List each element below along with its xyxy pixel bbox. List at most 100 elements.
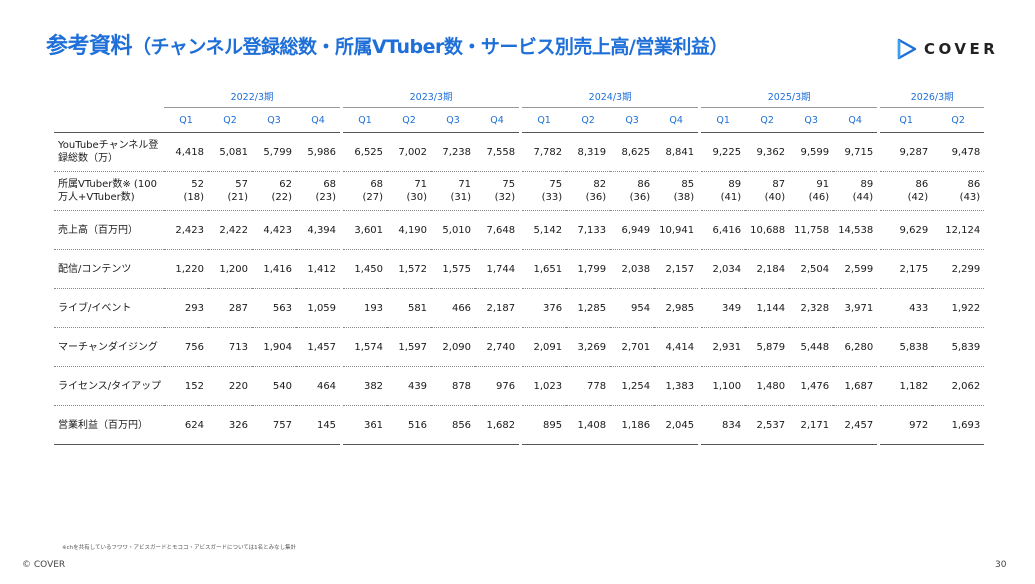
cell-value: 1,383 xyxy=(665,380,695,392)
period-header: 2024/3期 xyxy=(522,85,699,108)
cell-subvalue: (36) xyxy=(629,192,651,203)
row-label: YouTubeチャンネル登録総数（万） xyxy=(54,132,164,172)
table-row: ライセンス/タイアップ 152 220 540 464 382 439 878 976 1,023… xyxy=(54,366,985,406)
cell-value: 3,601 xyxy=(354,224,384,236)
cell-value: 85 xyxy=(681,179,695,190)
cell-value: 14,538 xyxy=(838,224,874,236)
cell-value: 1,457 xyxy=(307,341,337,353)
table-cell: 757 xyxy=(252,405,296,445)
row-label: 配信/コンテンツ xyxy=(54,249,164,289)
table-cell: 1,693 xyxy=(932,405,985,445)
cell-value: 1,799 xyxy=(577,263,607,275)
title-subtitle: （チャンネル登録総数・所属VTuber数・サービス別売上高/営業利益） xyxy=(132,36,728,58)
cell-value: 10,941 xyxy=(659,224,695,236)
cell-subvalue: (44) xyxy=(852,192,874,203)
cell-value: 581 xyxy=(407,302,428,314)
table-cell: 1,922 xyxy=(932,288,985,328)
table-cell: 6,416 xyxy=(701,210,746,250)
cell-value: 6,416 xyxy=(712,224,742,236)
table-cell: 834 xyxy=(701,405,746,445)
quarter-header: Q3 xyxy=(431,107,476,133)
cell-value: 2,328 xyxy=(800,302,830,314)
table-cell: 433 xyxy=(880,288,933,328)
table-cell: 1,682 xyxy=(475,405,520,445)
cell-value: 4,190 xyxy=(398,224,428,236)
table-cell: 85 (38) xyxy=(654,171,699,211)
table-cell: 3,269 xyxy=(566,327,611,367)
company-logo: COVER xyxy=(896,38,998,60)
cell-value: 12,124 xyxy=(945,224,981,236)
cell-value: 464 xyxy=(316,380,337,392)
cell-value: 2,062 xyxy=(951,380,981,392)
table-cell: 2,299 xyxy=(932,249,985,289)
table-cell: 349 xyxy=(701,288,746,328)
quarter-header: Q3 xyxy=(789,107,834,133)
table-cell: 4,414 xyxy=(654,327,699,367)
period-header: 2022/3期 xyxy=(164,85,341,108)
table-cell: 5,142 xyxy=(522,210,567,250)
cell-value: 5,081 xyxy=(219,146,248,158)
cell-value: 1,412 xyxy=(307,263,337,275)
table-cell: 7,002 xyxy=(387,132,432,172)
table-cell: 361 xyxy=(343,405,388,445)
quarter-header: Q4 xyxy=(833,107,878,133)
table-cell: 756 xyxy=(164,327,208,367)
table-cell: 1,059 xyxy=(296,288,341,328)
cell-value: 7,133 xyxy=(577,224,607,236)
table-cell: 5,081 xyxy=(208,132,252,172)
table-cell: 2,175 xyxy=(880,249,933,289)
page-title: 参考資料（チャンネル登録総数・所属VTuber数・サービス別売上高/営業利益） xyxy=(46,28,728,60)
cell-value: 8,625 xyxy=(621,146,651,158)
cell-value: 193 xyxy=(363,302,384,314)
table-cell: 89 (44) xyxy=(833,171,878,211)
table-cell: 86 (42) xyxy=(880,171,933,211)
table-cell: 2,184 xyxy=(745,249,790,289)
cell-value: 757 xyxy=(272,419,292,431)
cell-value: 5,986 xyxy=(307,146,337,158)
cell-value: 1,476 xyxy=(800,380,830,392)
cell-value: 349 xyxy=(722,302,742,314)
cell-value: 7,782 xyxy=(533,146,563,158)
cell-value: 7,558 xyxy=(486,146,516,158)
table-cell: 7,648 xyxy=(475,210,520,250)
cell-value: 3,269 xyxy=(577,341,607,353)
cell-value: 5,142 xyxy=(533,224,563,236)
table-cell: 7,238 xyxy=(431,132,476,172)
cell-value: 433 xyxy=(909,302,929,314)
table-cell: 326 xyxy=(208,405,252,445)
table-cell: 5,010 xyxy=(431,210,476,250)
table-cell: 6,280 xyxy=(833,327,878,367)
cell-value: 2,187 xyxy=(486,302,516,314)
cell-value: 220 xyxy=(228,380,248,392)
table-cell: 2,187 xyxy=(475,288,520,328)
table-cell: 62 (22) xyxy=(252,171,296,211)
cell-value: 376 xyxy=(543,302,563,314)
table-cell: 71 (31) xyxy=(431,171,476,211)
cell-value: 439 xyxy=(407,380,428,392)
cell-value: 5,448 xyxy=(800,341,830,353)
cell-value: 2,504 xyxy=(800,263,830,275)
cell-value: 1,254 xyxy=(621,380,651,392)
cell-value: 1,023 xyxy=(533,380,563,392)
cell-value: 145 xyxy=(316,419,337,431)
cell-subvalue: (36) xyxy=(585,192,607,203)
cell-value: 8,319 xyxy=(577,146,607,158)
footnote: ※chを共有しているフワワ・アビスガードとモココ・アビスガードについては1名とみ… xyxy=(62,545,297,551)
cell-value: 5,799 xyxy=(263,146,292,158)
table-cell: 2,423 xyxy=(164,210,208,250)
table-cell: 1,904 xyxy=(252,327,296,367)
cell-value: 4,414 xyxy=(665,341,695,353)
cell-value: 361 xyxy=(363,419,384,431)
cell-value: 3,971 xyxy=(844,302,874,314)
table-cell: 91 (46) xyxy=(789,171,834,211)
cell-value: 7,002 xyxy=(398,146,428,158)
period-header: 2025/3期 xyxy=(701,85,878,108)
table-cell: 1,100 xyxy=(701,366,746,406)
cell-value: 57 xyxy=(235,179,248,190)
cell-value: 895 xyxy=(543,419,563,431)
cell-value: 152 xyxy=(184,380,204,392)
table-cell: 1,182 xyxy=(880,366,933,406)
table-cell: 1,200 xyxy=(208,249,252,289)
table-cell: 1,220 xyxy=(164,249,208,289)
table-cell: 86 (36) xyxy=(610,171,655,211)
